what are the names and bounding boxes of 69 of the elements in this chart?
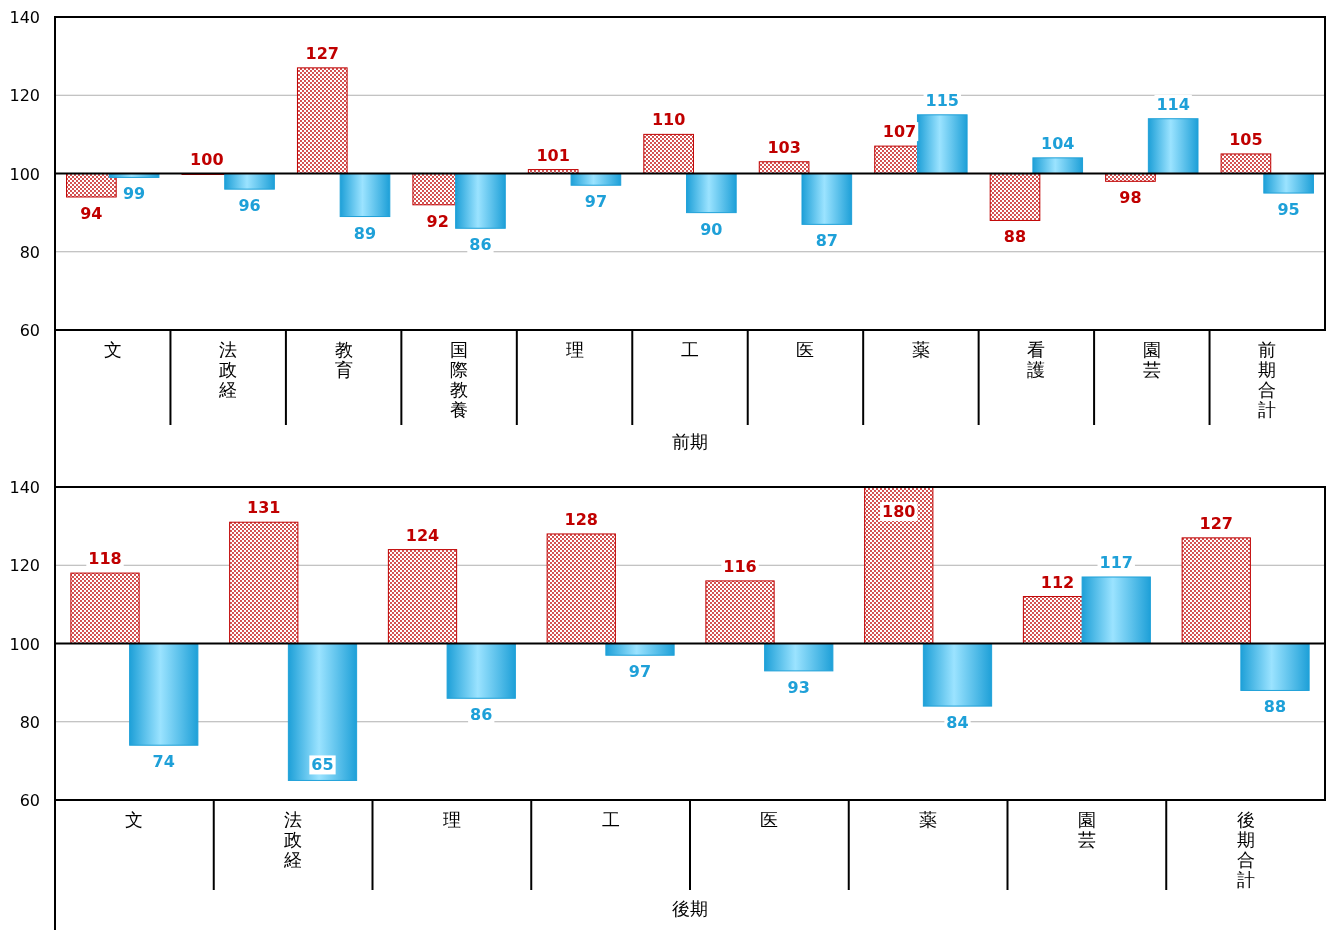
data-label: 127 (1199, 513, 1233, 533)
x-tick-label: 理 (565, 339, 584, 360)
x-tick-label: 理 (442, 809, 461, 830)
data-label: 65 (311, 755, 334, 775)
data-label: 97 (628, 662, 652, 682)
x-tick-label: 工 (601, 809, 620, 830)
data-label: 74 (152, 752, 175, 772)
data-label: 105 (1229, 129, 1263, 149)
data-label: 97 (584, 192, 608, 212)
x-tick-label: 園芸 (1142, 339, 1161, 380)
data-label: 124 (405, 525, 440, 545)
x-tick-label: 看護 (1027, 339, 1046, 380)
y-tick-label: 140 (9, 8, 40, 27)
data-label: 90 (700, 219, 723, 239)
x-tick-label: 前期合計 (1258, 339, 1277, 420)
data-label: 93 (787, 677, 810, 697)
data-label: 88 (1003, 227, 1027, 247)
x-tick-label: 文 (125, 809, 144, 830)
data-label: 115 (925, 90, 959, 110)
x-tick-label: 医 (796, 339, 815, 360)
data-label: 88 (1263, 697, 1287, 717)
data-label: 95 (1277, 200, 1300, 220)
data-label: 86 (470, 705, 493, 725)
data-label: 99 (122, 184, 146, 204)
y-tick-label: 120 (9, 556, 40, 576)
data-label: 103 (767, 137, 801, 157)
data-label: 107 (882, 122, 917, 142)
data-label: 117 (1099, 552, 1133, 572)
data-label: 180 (882, 502, 916, 521)
data-label: 89 (353, 223, 377, 243)
data-label: 116 (723, 556, 757, 576)
x-tick-label: 工 (681, 339, 699, 360)
data-label: 118 (88, 549, 122, 569)
data-label: 101 (536, 145, 570, 165)
data-label: 92 (426, 211, 449, 231)
data-label: 114 (1156, 94, 1190, 114)
data-label: 98 (1119, 188, 1142, 208)
y-tick-label: 80 (19, 242, 40, 262)
y-tick-label: 140 (9, 478, 40, 497)
data-label: 131 (247, 498, 281, 518)
x-axis-title: 前期 (672, 431, 708, 452)
x-tick-label: 園芸 (1077, 809, 1096, 850)
x-tick-label: 法政経 (218, 339, 238, 400)
y-tick-label: 60 (19, 321, 40, 340)
data-label: 100 (190, 149, 224, 169)
x-tick-label: 教育 (334, 339, 353, 380)
x-tick-label: 国際教養 (450, 339, 469, 420)
x-tick-label: 法政経 (283, 809, 303, 870)
data-label: 86 (469, 235, 492, 255)
x-tick-label: 薬 (919, 809, 938, 830)
x-tick-label: 後期合計 (1236, 809, 1255, 890)
data-label: 104 (1041, 133, 1075, 153)
data-label: 112 (1040, 572, 1075, 592)
y-tick-label: 100 (9, 634, 40, 654)
y-tick-label: 120 (9, 86, 40, 106)
data-label: 87 (815, 231, 838, 251)
data-label: 84 (946, 713, 969, 733)
y-tick-label: 100 (9, 164, 40, 184)
data-label: 110 (651, 110, 686, 130)
data-label: 94 (80, 203, 103, 223)
data-label: 127 (305, 43, 339, 63)
x-tick-label: 医 (760, 809, 779, 830)
x-axis-title: 後期 (672, 898, 708, 919)
data-label: 96 (238, 196, 261, 216)
y-tick-label: 60 (19, 791, 40, 810)
x-tick-label: 文 (103, 339, 122, 360)
data-label: 128 (564, 509, 598, 529)
y-tick-label: 80 (19, 712, 40, 732)
x-tick-label: 薬 (911, 339, 930, 360)
